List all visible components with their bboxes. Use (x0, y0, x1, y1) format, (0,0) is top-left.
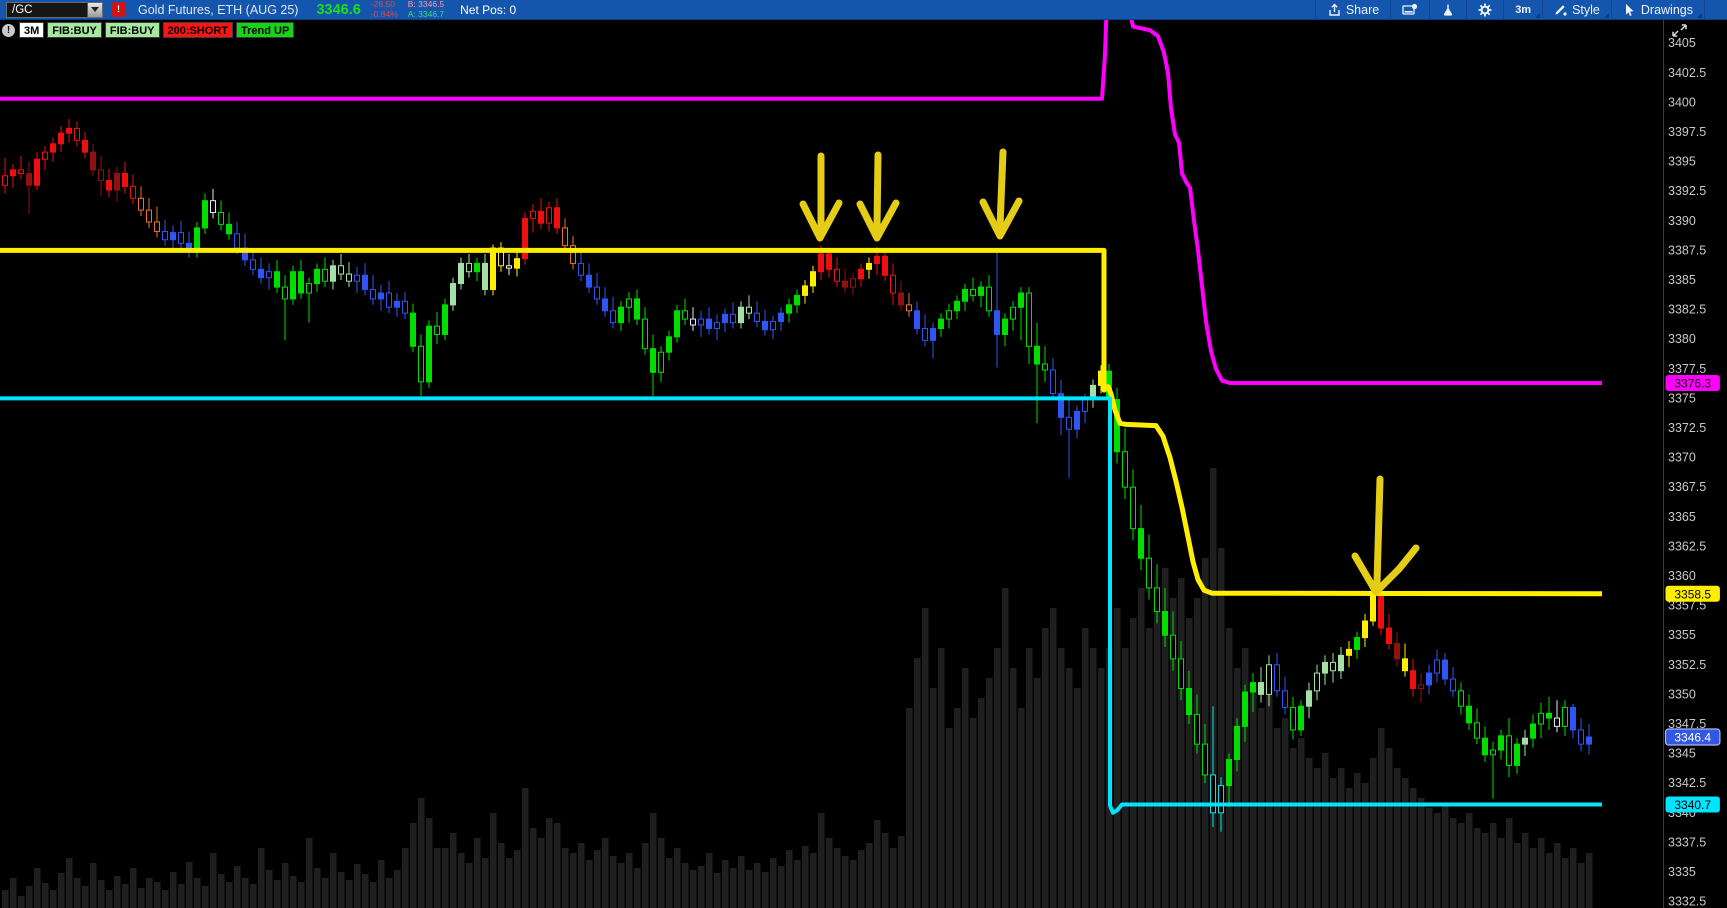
symbol-input[interactable]: /GC (6, 1, 103, 18)
symbol-text[interactable]: /GC (12, 3, 33, 16)
toolbar-buttons: Share (1314, 0, 1727, 20)
style-label: Style (1572, 2, 1600, 17)
price-bubbles: 3376.3 3358.5 3346.4 3340.7 (1664, 375, 1721, 813)
drawing-arrows[interactable] (799, 148, 1420, 596)
axis-tick-label: 3402.5 (1668, 66, 1706, 80)
interval-label: 3m (1515, 3, 1532, 16)
share-label: Share (1345, 2, 1380, 17)
axis-tick-label: 3397.5 (1668, 125, 1706, 139)
indicator-line-fib-level-yellow (0, 247, 1603, 597)
axis-tick-label: 3360 (1668, 569, 1696, 583)
axis-tick-label: 3400 (1668, 95, 1696, 109)
svg-text:3340.7: 3340.7 (1674, 798, 1711, 812)
net-position: Net Pos: 0 (460, 2, 517, 17)
axis-tick-label: 3357.5 (1668, 599, 1706, 613)
axis-tick-label: 3382.5 (1668, 303, 1706, 317)
indicator-line-upper-band-magenta (0, 0, 1602, 385)
axis-tick-label: 3365 (1668, 510, 1696, 524)
axis-tick-label: 3355 (1668, 628, 1696, 642)
indicator-line-support-level-cyan (0, 396, 1602, 815)
signal-badge-fib-buy[interactable]: FIB:BUY (47, 22, 102, 38)
price-bubble-3346.4: 3346.4 (1664, 728, 1721, 746)
axis-tick-label: 3390 (1668, 214, 1696, 228)
info-icon[interactable]: ! (2, 23, 15, 37)
interval-dropdown[interactable]: 3m (1504, 0, 1542, 20)
axis-tick-label: 3370 (1668, 451, 1696, 465)
gear-icon (1478, 3, 1492, 16)
style-button[interactable]: Style (1543, 0, 1611, 20)
svg-text:3358.5: 3358.5 (1674, 587, 1711, 601)
candles-layer (2, 118, 1592, 832)
top-toolbar: /GC ! Gold Futures, ETH (AUG 25) 3346.6 … (0, 0, 1727, 20)
axis-tick-label: 3345 (1668, 747, 1696, 761)
svg-text:3346.4: 3346.4 (1674, 731, 1711, 745)
divider (1314, 0, 1316, 20)
axis-tick-label: 3332.5 (1668, 895, 1706, 908)
arrow-annotation-4[interactable] (1351, 475, 1420, 596)
signal-badge-row: ! 3M FIB:BUY FIB:BUY 200:SHORT Trend UP (2, 22, 295, 38)
last-price: 3346.6 (316, 1, 361, 18)
ask-price: A: 3346.7 (407, 8, 445, 19)
axis-tick-label: 3337.5 (1668, 835, 1706, 849)
bid-ask: B: 3346.5 A: 3346.7 (408, 0, 444, 19)
axis-tick-label: 3387.5 (1668, 243, 1706, 257)
axis-tick-label: 3342.5 (1668, 776, 1706, 790)
signal-badge-fib-buy[interactable]: FIB:BUY (104, 22, 160, 38)
settings-button[interactable] (1467, 0, 1503, 20)
instrument-title: Gold Futures, ETH (AUG 25) (138, 2, 299, 17)
drawings-label: Drawings (1640, 2, 1693, 17)
axis-tick-label: 3362.5 (1668, 539, 1706, 553)
axis-tick-label: 3352.5 (1668, 658, 1706, 672)
symbol-dropdown-button[interactable] (87, 2, 102, 17)
change-percent: -0.84% (370, 8, 398, 19)
alerts-panel-button[interactable] (1391, 0, 1429, 20)
axis-tick-label: 3375 (1668, 391, 1696, 405)
change-value: -28.50 (370, 0, 395, 9)
style-brush-icon (1555, 5, 1567, 16)
arrow-annotation-1[interactable] (799, 152, 843, 242)
axis-tick-label: 3380 (1668, 332, 1696, 346)
share-icon (1329, 3, 1340, 16)
chevron-down-icon (91, 7, 99, 12)
share-button[interactable]: Share (1316, 0, 1390, 20)
divider (1704, 0, 1705, 20)
axis-tick-label: 3335 (1668, 865, 1696, 879)
volume-bars (2, 468, 1593, 908)
bid-price: B: 3346.5 (407, 0, 445, 9)
cursor-icon (1625, 3, 1634, 16)
more-tools-button[interactable] (1705, 0, 1727, 20)
alert-icon[interactable]: ! (112, 2, 125, 17)
flask-icon (1444, 4, 1453, 16)
panel-alert-icon (1402, 3, 1418, 15)
divider (1429, 0, 1431, 20)
price-axis[interactable]: 3405 3402.5 3400 3397.5 3395 3392.5 3390 3387.5… (1663, 20, 1707, 908)
arrow-annotation-2[interactable] (856, 151, 900, 242)
axis-tick-label: 3385 (1668, 273, 1696, 287)
divider (1390, 0, 1392, 20)
axis-tick-label: 3350 (1668, 687, 1696, 701)
restore-chart-icon[interactable] (1671, 23, 1688, 43)
analysis-flask-button[interactable] (1430, 0, 1466, 20)
signal-badge-200-short[interactable]: 200:SHORT (162, 22, 234, 38)
axis-tick-label: 3377.5 (1668, 362, 1706, 376)
axis-tick-label: 3372.5 (1668, 421, 1706, 435)
price-bubble-3358.5: 3358.5 (1665, 585, 1720, 602)
axis-tick-label: 3392.5 (1668, 184, 1706, 198)
price-bubble-3340.7: 3340.7 (1665, 796, 1720, 813)
divider (1466, 0, 1468, 20)
svg-text:3376.3: 3376.3 (1674, 377, 1711, 391)
arrow-annotation-3[interactable] (979, 148, 1023, 240)
axis-tick-label: 3395 (1668, 155, 1696, 169)
axis-tick-label: 3405 (1668, 36, 1696, 50)
price-change: -28.50 -0.84% (371, 0, 398, 19)
axis-tick-label: 3367.5 (1668, 480, 1706, 494)
signal-badge-3m[interactable]: 3M (19, 22, 45, 38)
signal-badge-trend-up[interactable]: Trend UP (236, 22, 295, 38)
drawings-button[interactable]: Drawings (1612, 0, 1704, 20)
price-bubble-3376.3: 3376.3 (1665, 375, 1720, 391)
axis-tick-label: 3347.5 (1668, 717, 1706, 731)
